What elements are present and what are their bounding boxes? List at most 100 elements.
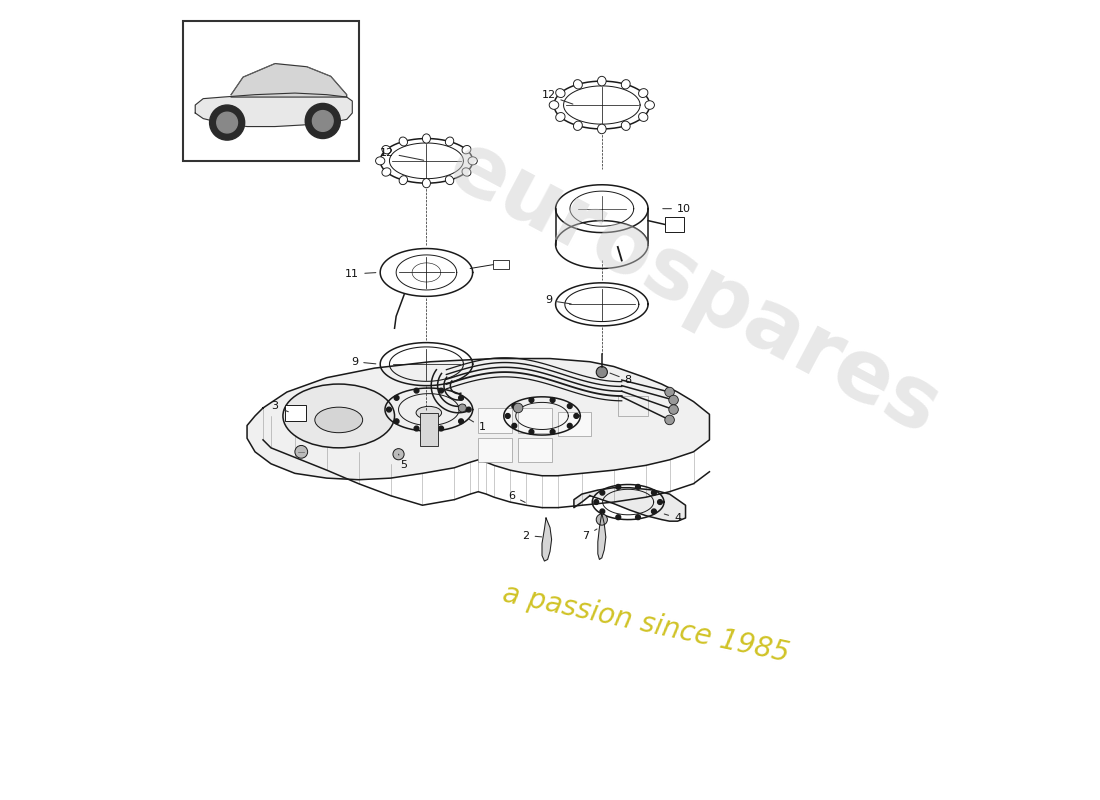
Circle shape	[529, 430, 534, 434]
Circle shape	[636, 485, 640, 490]
Circle shape	[550, 430, 556, 434]
Circle shape	[514, 403, 522, 413]
Polygon shape	[231, 63, 346, 97]
Circle shape	[505, 414, 510, 418]
Ellipse shape	[446, 137, 453, 146]
Circle shape	[414, 426, 419, 431]
FancyBboxPatch shape	[558, 412, 592, 436]
Polygon shape	[195, 93, 352, 126]
Circle shape	[459, 419, 463, 424]
Circle shape	[574, 414, 579, 418]
Polygon shape	[248, 358, 710, 480]
Circle shape	[512, 404, 517, 409]
Circle shape	[669, 395, 679, 405]
Text: 1: 1	[469, 419, 486, 432]
Ellipse shape	[399, 176, 407, 185]
Ellipse shape	[462, 146, 471, 154]
Circle shape	[459, 395, 463, 400]
Ellipse shape	[382, 168, 390, 176]
Text: 12: 12	[541, 90, 573, 104]
Ellipse shape	[422, 178, 430, 188]
Circle shape	[529, 398, 534, 402]
Circle shape	[664, 387, 674, 397]
Ellipse shape	[573, 121, 582, 130]
Ellipse shape	[382, 146, 390, 154]
Circle shape	[568, 404, 572, 409]
Ellipse shape	[639, 113, 648, 122]
Ellipse shape	[597, 76, 606, 86]
Text: 6: 6	[508, 490, 525, 502]
Ellipse shape	[462, 168, 471, 176]
Circle shape	[594, 500, 598, 505]
Text: 9: 9	[544, 295, 571, 306]
Polygon shape	[574, 488, 685, 521]
FancyBboxPatch shape	[285, 405, 306, 421]
Ellipse shape	[375, 157, 385, 165]
Text: 8: 8	[610, 373, 631, 385]
Circle shape	[669, 405, 679, 414]
Ellipse shape	[621, 80, 630, 89]
Polygon shape	[542, 518, 551, 561]
Circle shape	[439, 388, 443, 393]
Text: 7: 7	[582, 529, 597, 541]
Circle shape	[393, 449, 404, 460]
Circle shape	[651, 509, 657, 514]
Circle shape	[512, 423, 517, 428]
FancyBboxPatch shape	[518, 438, 551, 462]
Circle shape	[210, 105, 244, 140]
Circle shape	[550, 398, 556, 402]
Ellipse shape	[315, 407, 363, 433]
Text: 11: 11	[345, 269, 376, 279]
Circle shape	[217, 112, 238, 133]
Text: 5: 5	[398, 454, 407, 470]
Text: 12: 12	[379, 148, 424, 160]
Circle shape	[596, 514, 607, 525]
Circle shape	[596, 366, 607, 378]
Polygon shape	[597, 514, 606, 559]
Circle shape	[600, 509, 605, 514]
Circle shape	[658, 500, 662, 505]
Circle shape	[459, 404, 466, 412]
Circle shape	[295, 446, 308, 458]
Circle shape	[600, 490, 605, 495]
Circle shape	[616, 485, 620, 490]
Ellipse shape	[597, 124, 606, 134]
FancyBboxPatch shape	[618, 396, 648, 416]
Ellipse shape	[549, 101, 559, 110]
Ellipse shape	[446, 176, 453, 185]
Ellipse shape	[556, 89, 565, 98]
Text: eurospares: eurospares	[433, 124, 954, 453]
Circle shape	[386, 407, 392, 412]
Circle shape	[312, 110, 333, 131]
Ellipse shape	[621, 121, 630, 130]
Ellipse shape	[556, 113, 565, 122]
Circle shape	[394, 419, 399, 424]
Ellipse shape	[416, 406, 441, 419]
Ellipse shape	[283, 384, 395, 448]
Text: 4: 4	[664, 513, 681, 523]
Ellipse shape	[639, 89, 648, 98]
Circle shape	[616, 515, 620, 520]
Ellipse shape	[399, 137, 407, 146]
FancyBboxPatch shape	[478, 408, 512, 434]
Circle shape	[306, 103, 340, 138]
Ellipse shape	[468, 157, 477, 165]
Circle shape	[651, 490, 657, 495]
FancyBboxPatch shape	[420, 413, 438, 446]
Circle shape	[394, 395, 399, 400]
Circle shape	[439, 426, 443, 431]
Ellipse shape	[645, 101, 654, 110]
FancyBboxPatch shape	[184, 22, 359, 161]
Circle shape	[636, 515, 640, 520]
FancyBboxPatch shape	[478, 438, 512, 462]
Ellipse shape	[573, 80, 582, 89]
FancyBboxPatch shape	[518, 408, 551, 434]
Text: 9: 9	[351, 357, 376, 366]
Circle shape	[466, 407, 471, 412]
Text: 10: 10	[663, 204, 691, 214]
Text: 2: 2	[522, 530, 541, 541]
FancyBboxPatch shape	[664, 218, 684, 232]
Text: 3: 3	[272, 402, 288, 412]
Circle shape	[568, 423, 572, 428]
Ellipse shape	[422, 134, 430, 143]
